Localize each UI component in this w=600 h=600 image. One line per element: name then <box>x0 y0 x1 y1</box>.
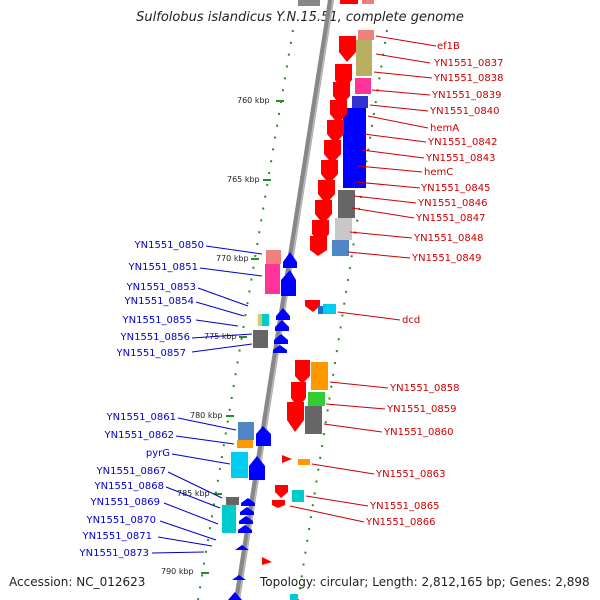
accession-label: Accession: NC_012623 <box>9 575 146 589</box>
gene-label: YN1551_0845 <box>420 183 491 194</box>
gene-label: YN1551_0853 <box>126 282 197 293</box>
gene-label: YN1551_0866 <box>365 517 436 528</box>
gene-label: YN1551_0848 <box>413 233 484 244</box>
gene-label: YN1551_0840 <box>429 106 500 117</box>
reverse-genes <box>222 0 320 600</box>
gene-label: YN1551_0860 <box>383 427 454 438</box>
tick-label: 785 kbp <box>177 489 210 498</box>
gene-label: YN1551_0854 <box>124 296 195 307</box>
ruler-dashes <box>197 29 388 600</box>
tick-label: 760 kbp <box>237 96 270 105</box>
gene-label: YN1551_0849 <box>411 253 482 264</box>
gene-label-ef1b: ef1B <box>437 41 460 52</box>
gene-label: YN1551_0873 <box>79 548 150 559</box>
gene-label: YN1551_0850 <box>134 240 205 251</box>
gene-label: YN1551_0862 <box>104 430 175 441</box>
genome-axis <box>234 0 334 600</box>
gene-label: YN1551_0846 <box>417 198 488 209</box>
left-gene-labels: YN1551_0850 YN1551_0851 YN1551_0853 YN15… <box>79 240 205 559</box>
left-leaders <box>151 245 263 554</box>
right-gene-labels: ef1B YN1551_0837 YN1551_0838 YN1551_0839… <box>365 41 504 528</box>
gene-label: YN1551_0870 <box>86 515 157 526</box>
gene-label: YN1551_0851 <box>128 262 199 273</box>
gene-label: YN1551_0856 <box>120 332 191 343</box>
gene-label: YN1551_0837 <box>433 58 504 69</box>
gene-label: YN1551_0871 <box>82 531 153 542</box>
gene-label: hemC <box>424 167 453 178</box>
topology-label: Topology: circular; Length: 2,812,165 bp… <box>260 575 590 589</box>
gene-label: YN1551_0868 <box>94 481 165 492</box>
gene-label: YN1551_0838 <box>433 73 504 84</box>
gene-label: YN1551_0861 <box>106 412 177 423</box>
gene-label-pyrg: pyrG <box>146 448 170 459</box>
forward-genes <box>262 0 374 600</box>
gene-label: YN1551_0865 <box>369 501 440 512</box>
gene-label: hemA <box>430 123 459 134</box>
gene-label: YN1551_0858 <box>389 383 460 394</box>
gene-label: YN1551_0869 <box>90 497 161 508</box>
gene-label: dcd <box>402 315 420 326</box>
gene-label: YN1551_0843 <box>425 153 496 164</box>
tick-label: 790 kbp <box>161 567 194 576</box>
gene-label: YN1551_0855 <box>122 315 193 326</box>
gene-label: YN1551_0839 <box>431 90 502 101</box>
gene-label: YN1551_0859 <box>386 404 457 415</box>
tick-label: 765 kbp <box>227 175 260 184</box>
tick-label: 780 kbp <box>190 411 223 420</box>
gene-label: YN1551_0847 <box>415 213 486 224</box>
gene-label: YN1551_0863 <box>375 469 446 480</box>
right-leaders <box>289 35 437 523</box>
gene-label: YN1551_0857 <box>116 348 187 359</box>
tick-label: 770 kbp <box>216 254 249 263</box>
gene-label: YN1551_0867 <box>96 466 167 477</box>
gene-label: YN1551_0842 <box>427 137 498 148</box>
map-title: Sulfolobus islandicus Y.N.15.51, complet… <box>136 10 464 25</box>
